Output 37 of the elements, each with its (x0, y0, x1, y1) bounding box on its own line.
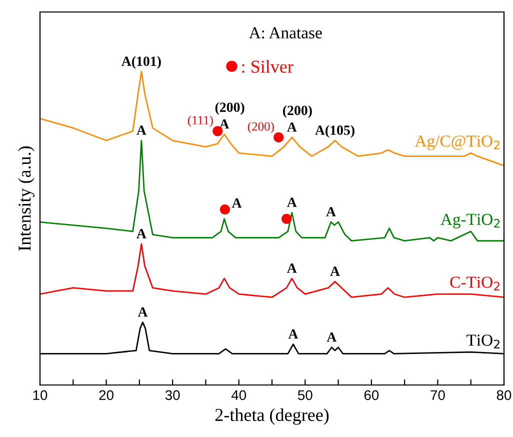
annotation: A(101) (121, 56, 161, 69)
annotation: A (287, 264, 297, 273)
annotation: (111) (188, 116, 213, 127)
text: A: Anatase (248, 27, 322, 39)
point (281, 214, 292, 224)
annotation: A (288, 329, 298, 339)
point (220, 204, 230, 215)
x-tick-label: 40 (231, 390, 246, 400)
legend-label: : Silver (242, 60, 294, 73)
y-axis-title: Intensity (a.u.) (18, 146, 34, 251)
annotation: A(105) (315, 125, 354, 138)
point (274, 132, 284, 142)
annotation: A (287, 198, 297, 207)
annotation: A (326, 207, 336, 216)
annotation: A (136, 229, 146, 238)
series-label: Ag-TiO$_{2}$ (440, 214, 500, 228)
series-label: C-TiO$_{2}$ (450, 276, 500, 290)
annotation: A (138, 307, 148, 317)
annotation: A (330, 266, 340, 276)
series-label: TiO$_{2}$ (466, 334, 500, 348)
annotation: A (136, 126, 146, 135)
annotation: (200) (215, 102, 244, 115)
x-tick-label: 80 (496, 390, 512, 400)
annotation: A (287, 122, 297, 132)
series-label: Ag/C@TiO$_{2}$ (414, 135, 500, 150)
x-tick-label: 60 (364, 390, 379, 400)
x-tick-label: 10 (33, 390, 48, 400)
x-tick-label: 70 (430, 390, 445, 400)
annotation: (200) (283, 105, 312, 118)
annotation: A (219, 119, 230, 129)
annotation: A (232, 198, 242, 208)
annotation: (200) (248, 122, 274, 134)
x-tick-label: 20 (99, 390, 114, 400)
annotation: A (326, 332, 337, 342)
x-tick-label: 50 (298, 390, 312, 400)
x-tick-label: 30 (165, 390, 180, 400)
x-axis-title: 2-theta (degree) (215, 408, 329, 425)
